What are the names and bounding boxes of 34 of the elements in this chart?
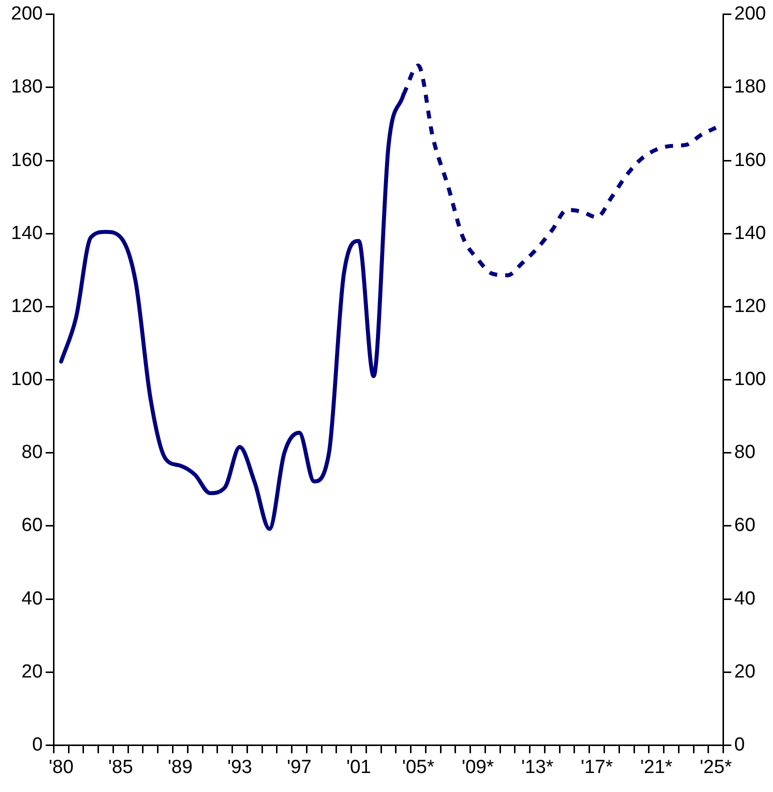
y-tick-label: 20 xyxy=(22,661,43,682)
y-tick-label: 120 xyxy=(11,296,43,317)
y2-tick-label: 40 xyxy=(734,588,756,610)
y-tick-label: 200 xyxy=(11,4,43,25)
y-tick-label: 100 xyxy=(11,369,43,390)
y2-tick-label: 180 xyxy=(734,76,766,98)
x-tick-label: '17* xyxy=(580,756,614,778)
x-tick-label: '13* xyxy=(521,756,554,778)
x-tick-label: '09* xyxy=(462,756,494,778)
y-tick-label: 160 xyxy=(11,150,43,171)
x-tick-label: '21* xyxy=(640,756,674,778)
y-tick-label: 60 xyxy=(22,515,43,536)
y2-tick-label: 60 xyxy=(734,515,756,536)
y2-tick-label: 100 xyxy=(734,369,766,390)
y2-tick-label: 200 xyxy=(734,4,766,25)
y-tick-label: 180 xyxy=(11,76,43,98)
y-tick-label: 80 xyxy=(22,442,43,464)
x-tick-label: '85 xyxy=(108,756,134,778)
x-tick-label: '97 xyxy=(286,756,312,778)
x-tick-label: '89 xyxy=(168,756,193,778)
y2-tick-label: 0 xyxy=(734,734,745,756)
y-tick-label: 0 xyxy=(32,734,43,756)
y2-tick-label: 20 xyxy=(734,661,756,682)
y2-tick-label: 120 xyxy=(734,296,766,317)
x-tick-label: '25* xyxy=(700,756,733,778)
x-tick-label: '93 xyxy=(227,756,252,778)
y2-tick-label: 160 xyxy=(734,150,766,171)
y-tick-label: 40 xyxy=(22,588,43,610)
x-tick-label: '01 xyxy=(346,756,372,778)
y-tick-label: 140 xyxy=(11,222,43,244)
y2-tick-label: 140 xyxy=(734,222,766,244)
x-tick-label: '05* xyxy=(402,756,435,778)
y2-tick-label: 80 xyxy=(734,442,756,464)
x-tick-label: '80 xyxy=(48,756,74,778)
